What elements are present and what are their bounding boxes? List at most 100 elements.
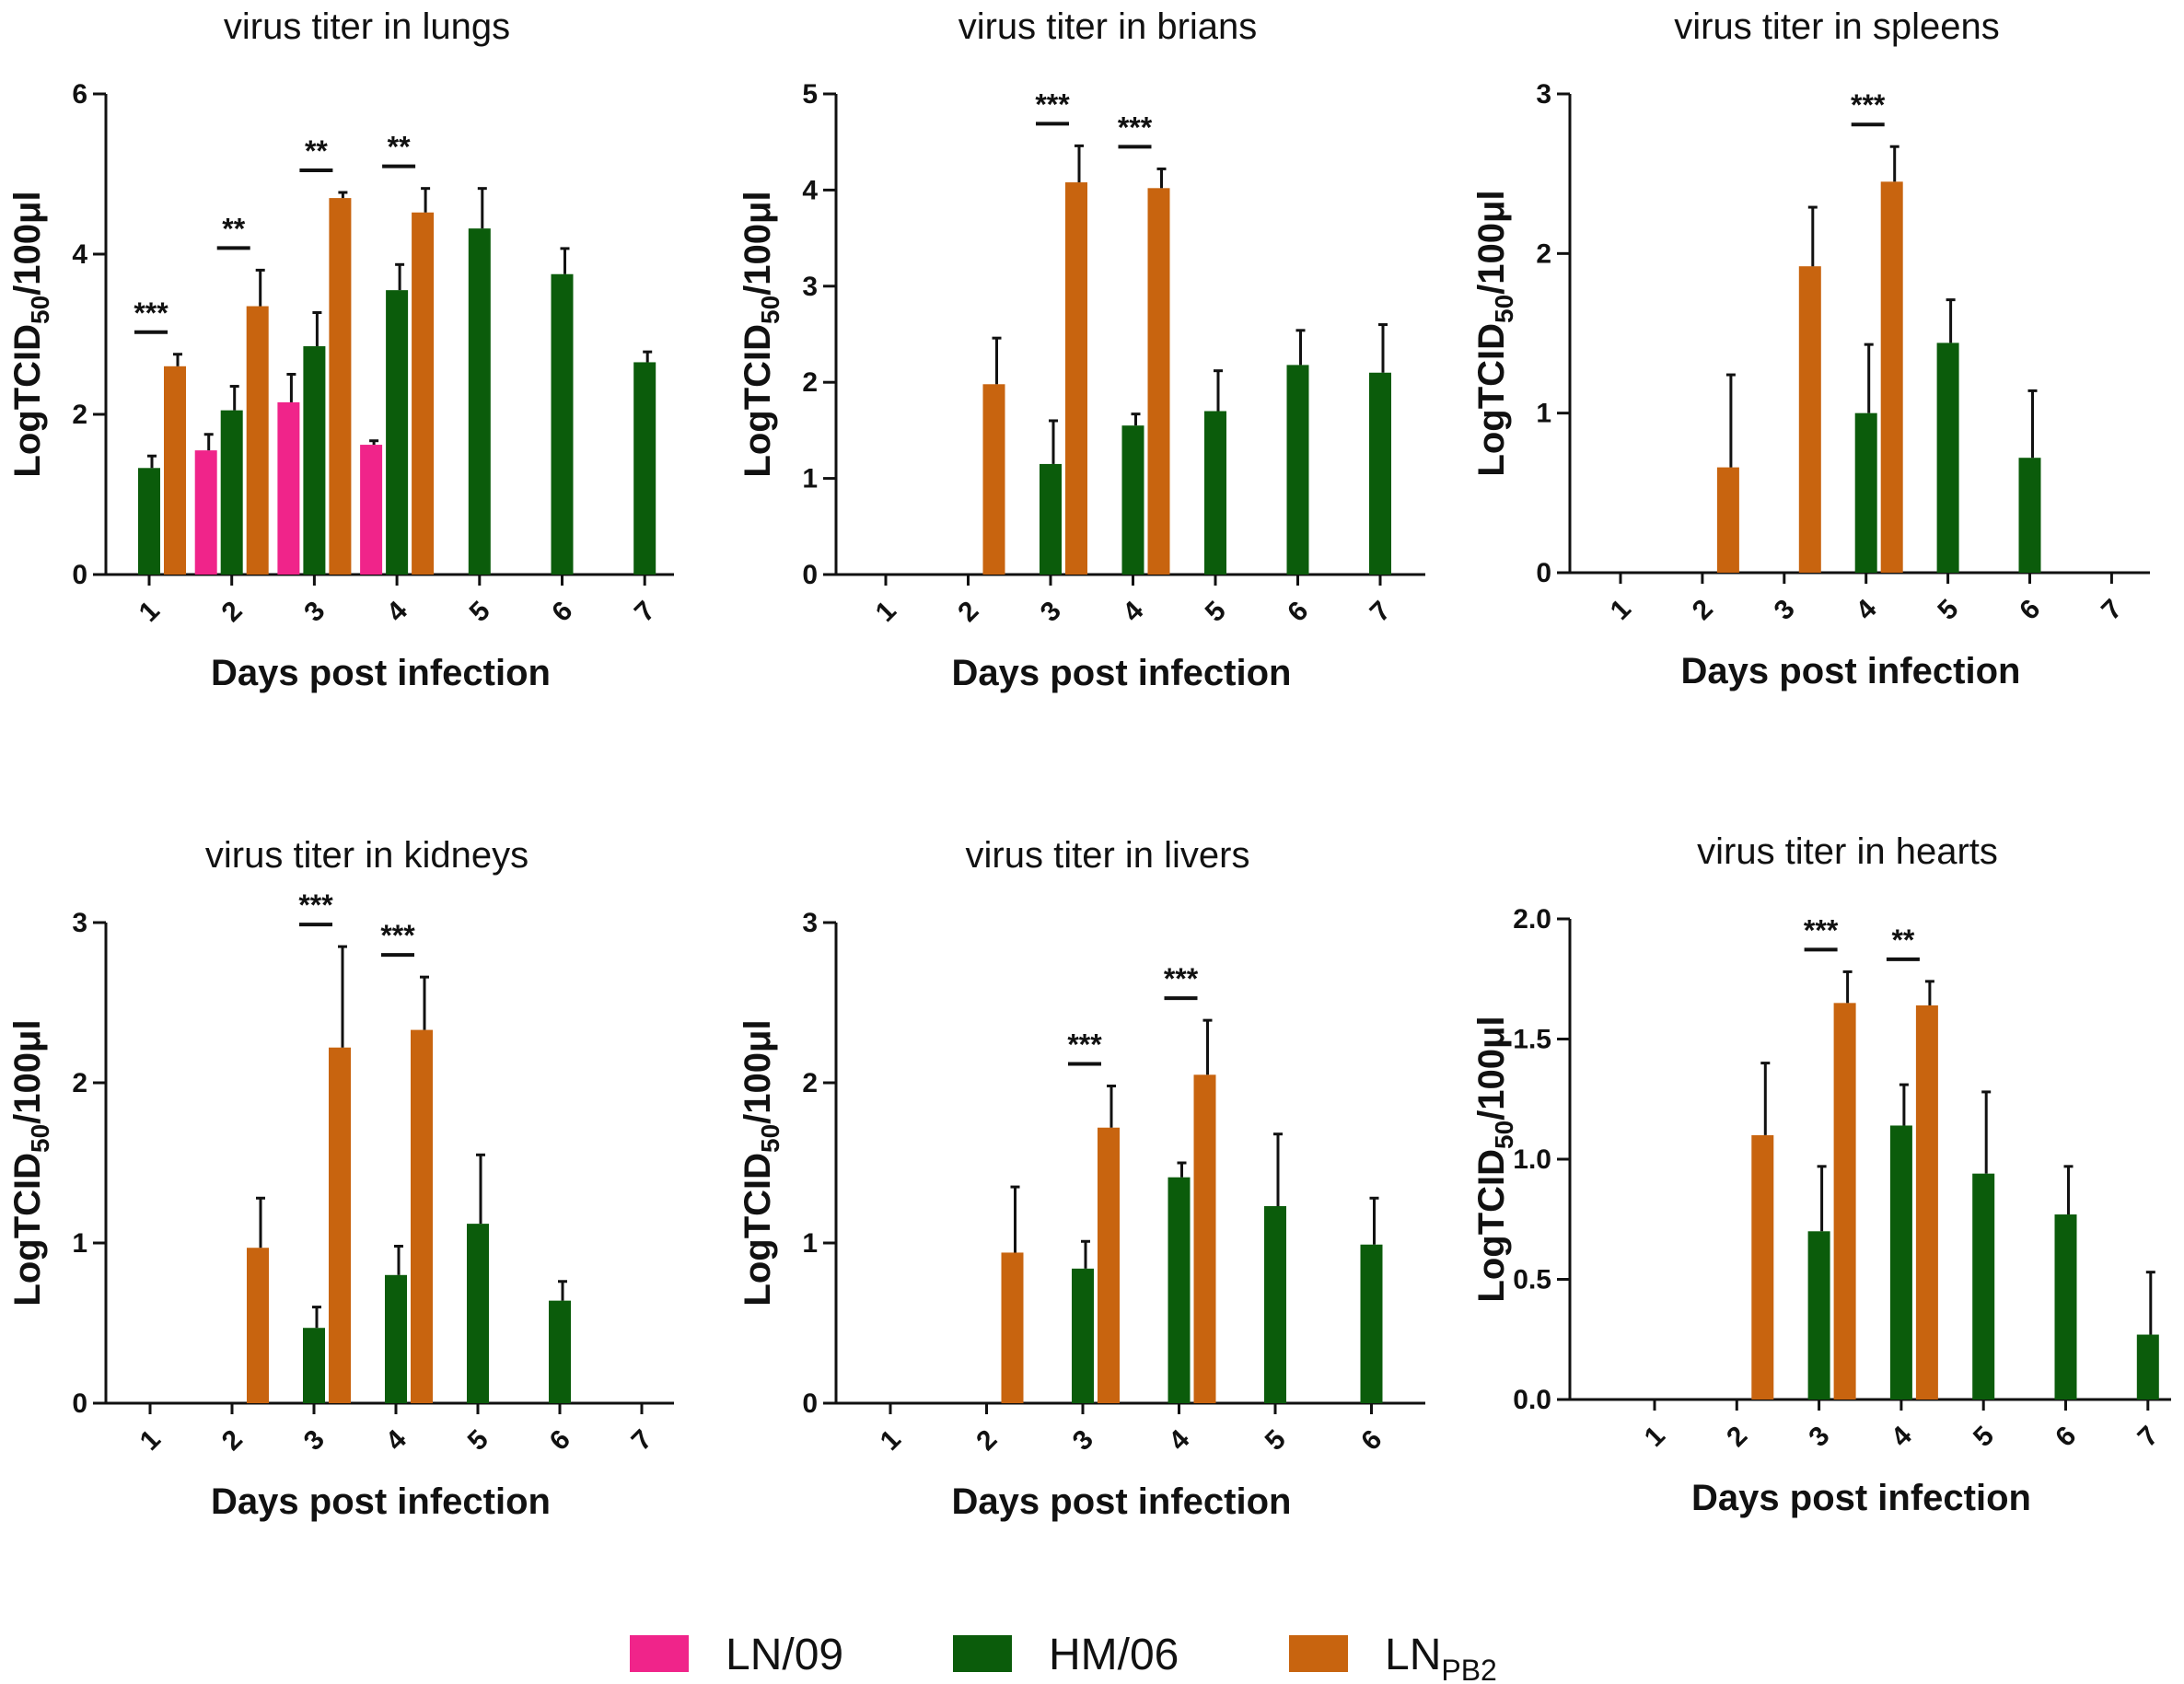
x-tick-label: 5 <box>1200 596 1232 628</box>
y-tick-label: 4 <box>72 239 87 270</box>
x-tick-label: 2 <box>216 1424 249 1457</box>
x-tick-label: 7 <box>2132 1421 2165 1453</box>
bar-hm06-day3 <box>303 1328 325 1403</box>
legend-item-lnpb2: LNPB2 <box>1289 1631 1497 1684</box>
y-tick-label: 0 <box>1536 558 1551 588</box>
bar-hm06-day6 <box>549 1300 571 1403</box>
bar-ln09-day4 <box>360 445 383 575</box>
bar-hm06-day4 <box>1168 1177 1191 1403</box>
x-tick-label: 6 <box>2050 1421 2082 1453</box>
chart-title: virus titer in lungs <box>224 6 510 47</box>
y-axis-label: LogTCID50/100μl <box>1471 1016 1518 1302</box>
chart-panel-5: virus titer in livers 0 1 2 3 1 2 3 4 5 6 Days post… <box>738 835 1425 1522</box>
y-tick-label: 1 <box>802 464 818 494</box>
bar-lnpb2-day4 <box>1193 1074 1216 1403</box>
y-axis-label: LogTCID50/100μl <box>7 1019 54 1306</box>
x-tick-label: 4 <box>1850 594 1882 626</box>
legend-label: HM/06 <box>1049 1631 1179 1679</box>
chart-title: virus titer in kidneys <box>205 835 529 876</box>
bar-ln09-day3 <box>277 401 300 575</box>
chart-panel-4: virus titer in kidneys 0 1 2 3 1 2 3 4 5 6 7 Days po… <box>7 835 674 1522</box>
x-tick-label: 6 <box>1355 1424 1388 1457</box>
bar-lnpb2-day2 <box>1751 1134 1774 1399</box>
significance-label: *** <box>134 296 168 330</box>
x-tick-label: 3 <box>298 596 331 628</box>
x-tick-label: 6 <box>544 1424 576 1457</box>
bar-lnpb2-day2 <box>982 384 1005 575</box>
x-tick-label: 5 <box>1932 594 1964 626</box>
y-tick-label: 2 <box>802 367 818 398</box>
bar-hm06-day3 <box>1040 463 1062 575</box>
bar-hm06-day7 <box>1369 372 1391 575</box>
bar-hm06-day5 <box>1936 343 1959 573</box>
bar-hm06-day5 <box>467 1224 489 1403</box>
legend-item-ln09: LN/09 <box>630 1631 843 1679</box>
bar-lnpb2-day2 <box>1001 1252 1024 1403</box>
y-tick-label: 0.5 <box>1513 1265 1551 1295</box>
bar-lnpb2-day2 <box>246 306 269 575</box>
bar-lnpb2-day3 <box>1798 266 1821 573</box>
bar-lnpb2-day4 <box>1915 1005 1938 1399</box>
x-tick-label: 4 <box>380 1424 412 1457</box>
x-axis-label: Days post infection <box>211 1481 551 1522</box>
y-tick-label: 0 <box>72 560 87 590</box>
bar-hm06-day5 <box>1972 1173 1995 1399</box>
y-axis-label: LogTCID50/100μl <box>1471 190 1518 476</box>
x-tick-label: 3 <box>1803 1421 1835 1453</box>
x-tick-label: 3 <box>298 1424 331 1457</box>
y-tick-label: 5 <box>802 79 818 110</box>
bar-hm06-day6 <box>551 273 574 575</box>
x-tick-label: 5 <box>462 1424 494 1457</box>
x-tick-label: 5 <box>1968 1421 2000 1453</box>
bar-hm06-day6 <box>2018 458 2041 573</box>
chart-title: virus titer in hearts <box>1697 831 1998 872</box>
significance-label: ** <box>388 131 411 164</box>
x-axis-label: Days post infection <box>1681 651 2021 691</box>
x-tick-label: 2 <box>952 596 984 628</box>
x-tick-label: 3 <box>1067 1424 1099 1457</box>
bar-hm06-day2 <box>220 410 243 575</box>
bar-lnpb2-day3 <box>1065 182 1087 575</box>
x-tick-label: 7 <box>2096 594 2128 626</box>
bar-hm06-day7 <box>633 362 656 575</box>
y-tick-label: 1 <box>72 1228 87 1259</box>
chart-title: virus titer in livers <box>966 835 1250 876</box>
x-tick-label: 3 <box>1035 596 1067 628</box>
bar-hm06-day3 <box>1072 1268 1094 1403</box>
bar-hm06-day4 <box>386 290 409 575</box>
y-tick-label: 2 <box>1536 238 1551 269</box>
significance-label: ** <box>1891 923 1914 957</box>
x-tick-label: 1 <box>870 596 902 628</box>
y-tick-label: 3 <box>802 272 818 302</box>
legend-item-hm06: HM/06 <box>953 1631 1179 1679</box>
significance-label: *** <box>1035 87 1070 121</box>
bar-hm06-day7 <box>2136 1334 2159 1399</box>
x-tick-label: 4 <box>1886 1421 1918 1453</box>
x-tick-label: 1 <box>875 1424 907 1457</box>
y-tick-label: 2.0 <box>1513 904 1551 935</box>
bar-hm06-day4 <box>385 1274 407 1403</box>
y-tick-label: 1 <box>1536 399 1551 429</box>
x-tick-label: 7 <box>629 596 661 628</box>
y-tick-label: 0 <box>802 1388 818 1419</box>
bar-hm06-day6 <box>1286 365 1309 575</box>
chart-panel-3: virus titer in spleens 0 1 2 3 1 2 3 4 5 6 7 Days po… <box>1471 6 2150 691</box>
bar-hm06-day4 <box>1854 412 1877 573</box>
bar-lnpb2-day3 <box>329 198 352 575</box>
x-tick-label: 2 <box>970 1424 1003 1457</box>
chart-title: virus titer in spleens <box>1674 6 1999 47</box>
y-tick-label: 6 <box>72 79 87 110</box>
legend-label: LNPB2 <box>1385 1631 1497 1684</box>
x-tick-label: 2 <box>1721 1421 1753 1453</box>
chart-title: virus titer in brians <box>958 6 1258 47</box>
bar-hm06-day6 <box>1360 1244 1383 1403</box>
x-tick-label: 4 <box>1117 596 1149 628</box>
y-axis-label: LogTCID50/100μl <box>7 191 54 477</box>
x-tick-label: 6 <box>1282 596 1314 628</box>
bar-lnpb2-day1 <box>164 366 186 575</box>
bar-lnpb2-day4 <box>1880 181 1903 574</box>
significance-label: ** <box>222 212 245 245</box>
significance-label: *** <box>380 919 415 952</box>
bar-hm06-day5 <box>1264 1205 1286 1403</box>
